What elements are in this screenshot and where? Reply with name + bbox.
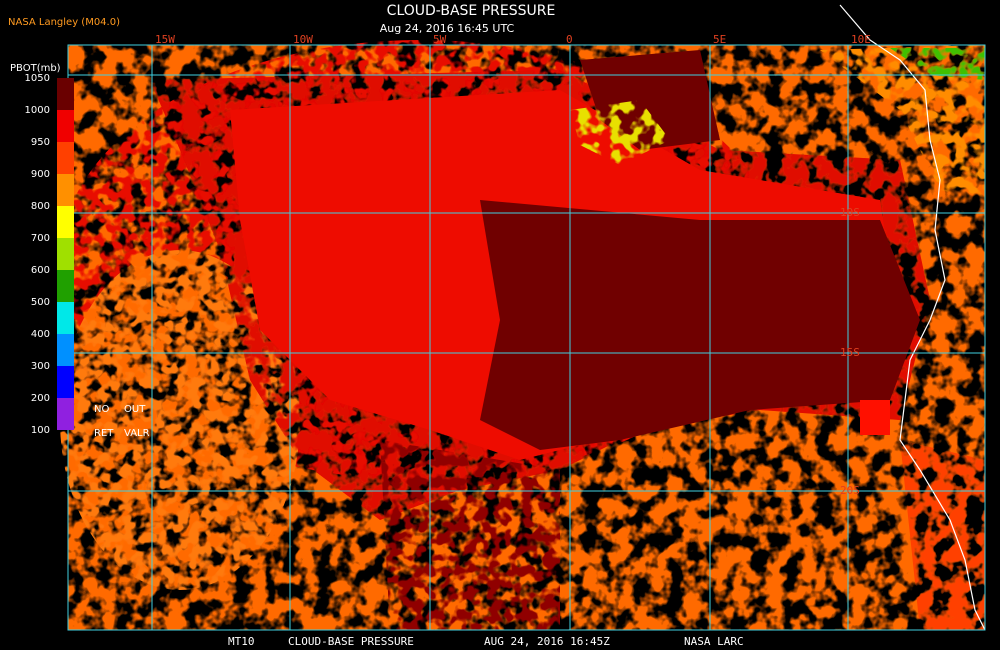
legend-note: VALR: [124, 428, 150, 439]
legend-tick: 500: [31, 297, 50, 308]
title: CLOUD-BASE PRESSURE: [387, 3, 556, 19]
graticule: [67, 44, 986, 631]
legend-tick: 1000: [25, 105, 50, 116]
colorbar: [57, 78, 74, 430]
latitude-label: 15S: [840, 346, 860, 359]
footer-text: AUG 24, 2016 16:45Z: [484, 635, 610, 648]
legend-tick: 700: [31, 233, 50, 244]
legend-tick: 900: [31, 169, 50, 180]
longitude-label: 15W: [155, 33, 175, 46]
coastline: [839, 4, 986, 631]
legend-tick: 1050: [25, 73, 50, 84]
legend-tick: 600: [31, 265, 50, 276]
cloud-field: [60, 40, 985, 630]
legend-tick: 200: [31, 393, 50, 404]
longitude-label: 5E: [713, 33, 726, 46]
legend-tick: 400: [31, 329, 50, 340]
footer-text: NASA LARC: [684, 635, 744, 648]
longitude-label: 10W: [293, 33, 313, 46]
legend-tick: 950: [31, 137, 50, 148]
legend-note: OUT: [124, 404, 146, 415]
footer-text: MT10: [228, 635, 255, 648]
subtitle: Aug 24, 2016 16:45 UTC: [380, 22, 515, 35]
longitude-label: 10E: [851, 33, 871, 46]
legend-tick: 100: [31, 425, 50, 436]
footer-text: CLOUD-BASE PRESSURE: [288, 635, 414, 648]
longitude-label: 5W: [433, 33, 447, 46]
legend-note: RET: [94, 428, 114, 439]
legend-label: PBOT(mb): [10, 63, 61, 74]
longitude-label: 0: [566, 33, 573, 46]
latitude-label: 10S: [840, 206, 860, 219]
legend-note: NO: [94, 404, 109, 415]
source-label: NASA Langley (M04.0): [8, 17, 120, 28]
latitude-label: 20S: [840, 484, 860, 497]
legend-tick: 800: [31, 201, 50, 212]
legend-tick: 300: [31, 361, 50, 372]
